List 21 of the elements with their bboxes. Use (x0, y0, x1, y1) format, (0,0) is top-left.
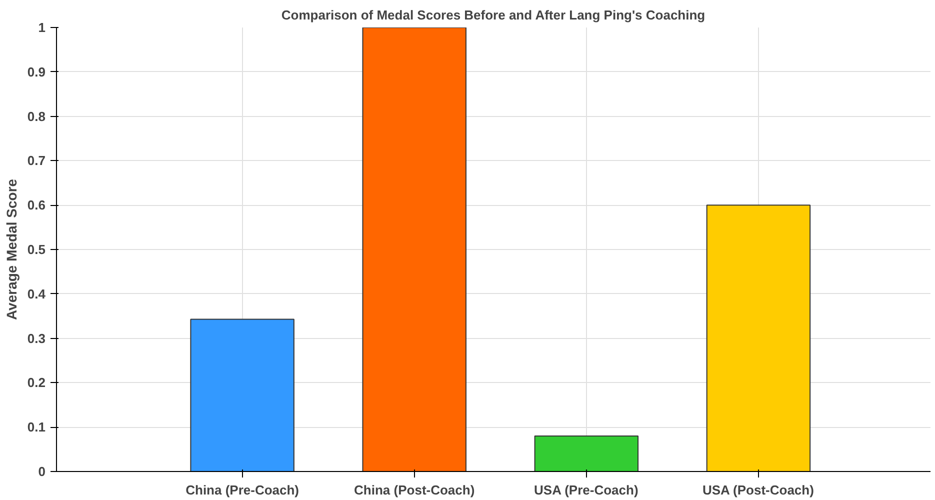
y-tick-label: 0.5 (27, 242, 46, 257)
y-tick-label: 0.3 (27, 330, 46, 346)
y-tick-label: 0.9 (27, 64, 46, 80)
x-tick-label: China (Post-Coach) (354, 482, 475, 498)
bar (362, 28, 466, 472)
y-tick-label: 1 (38, 20, 46, 35)
y-axis-title: Average Medal Score (3, 178, 20, 320)
x-tick-label: USA (Pre-Coach) (534, 482, 638, 498)
y-tick-label: 0.6 (27, 198, 46, 213)
y-tick-label: 0.4 (27, 286, 46, 302)
bar (190, 318, 294, 472)
y-tick-label: 0.7 (27, 153, 46, 168)
y-tick-label: 0.8 (27, 108, 46, 124)
chart-title: Comparison of Medal Scores Before and After Lang Ping's Coaching (281, 8, 706, 22)
bar (534, 435, 639, 472)
y-tick-label: 0.2 (27, 375, 46, 390)
x-tick-label: China (Pre-Coach) (186, 482, 300, 498)
bar (706, 204, 811, 472)
y-tick-label: 0.1 (27, 420, 46, 435)
x-tick-label: USA (Post-Coach) (702, 482, 814, 498)
y-tick-label: 0 (38, 464, 46, 479)
